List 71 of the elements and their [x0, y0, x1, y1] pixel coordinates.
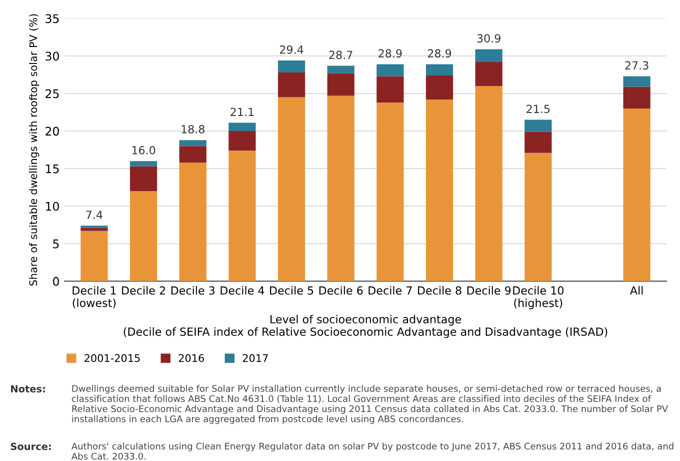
bar [278, 97, 306, 282]
total-label: 27.3 [625, 61, 648, 70]
legend-label: 2001-2015 [84, 354, 140, 362]
x-tick-label: Decile 7 [368, 286, 412, 295]
bar [426, 76, 454, 100]
bar [623, 86, 650, 109]
bar [426, 100, 454, 282]
text: Notes: [11, 385, 45, 392]
x-tick-label: Decile 5 [270, 286, 314, 295]
bar [130, 166, 158, 192]
total-label: 21.5 [526, 104, 550, 114]
y-tick-label: 10 [46, 202, 59, 211]
total-label: 21.1 [230, 108, 254, 116]
bar [623, 108, 650, 282]
bar [130, 191, 158, 282]
y-tick-label: 20 [46, 126, 59, 136]
bar [376, 102, 404, 282]
y-tick-label: 5 [53, 240, 59, 248]
text: Dwellings deemed suitable for Solar PV installation currently include separate houses, or semi-detached row or terraced houses, a classification that follows ABS Cat.No 4631.0 (Table 11). Local Government Areas are classified into deciles of the SEIFA Index of Relative Socio-Economic Advantage and Disadvantage using 2011 Census data collated in Abs Cat. 2033.0. The number of Solar PV installations in each LGA are aggregated from postcode level using ABS concordances. [72, 384, 668, 424]
x-tick-label: Decile 9 [467, 286, 511, 295]
bar [376, 64, 404, 76]
bar [623, 76, 650, 87]
x-tick-label: Decile 1 (lowest) [72, 286, 116, 308]
total-label: 28.7 [329, 50, 352, 60]
y-axis-title: Share of suitable dwellings with rooftop solar PV (%) [29, 14, 40, 286]
bar [376, 76, 404, 103]
total-label: 29.4 [280, 45, 304, 54]
legend-label: 2016 [178, 354, 204, 362]
total-label: 28.9 [428, 49, 452, 58]
bar [475, 86, 502, 282]
y-tick-label: 30 [46, 52, 59, 61]
total-label: 18.8 [182, 125, 204, 134]
x-tick-label: Decile 8 [418, 286, 462, 295]
bar [327, 96, 354, 282]
bar [228, 131, 256, 151]
x-tick-label: Decile 4 [220, 286, 264, 295]
total-label: 28.9 [378, 49, 402, 58]
bar [475, 49, 502, 62]
x-axis-title: Level of socioeconomic advantage (Decile of SEIFA index of Relative Socioeconomic Advantage and Disadvantage (IRSAD) [124, 314, 608, 338]
bar [278, 72, 306, 98]
bar [179, 162, 206, 282]
total-label: 16.0 [132, 146, 156, 154]
bar [524, 152, 552, 282]
bar [475, 62, 502, 86]
total-label: 30.9 [477, 34, 500, 43]
legend-label: 2017 [242, 354, 268, 362]
x-tick-label: Decile 3 [171, 286, 215, 295]
source-note: Source: [10, 442, 51, 450]
bar [179, 140, 206, 146]
bar [80, 228, 108, 231]
y-tick-label: 0 [53, 276, 59, 286]
bar [80, 230, 108, 282]
bar [426, 64, 454, 76]
bar [327, 66, 354, 74]
bar [179, 146, 206, 163]
bar [278, 60, 306, 72]
x-tick-label: Decile 2 [122, 286, 165, 295]
bar [228, 150, 256, 282]
y-tick-label: 25 [46, 89, 59, 98]
x-tick-label: All [630, 286, 643, 295]
bar [524, 132, 552, 153]
bar [228, 122, 256, 132]
y-tick-label: 35 [46, 14, 59, 24]
bar [130, 161, 158, 166]
bar [524, 120, 552, 132]
bar [327, 73, 354, 96]
x-tick-label: Decile 6 [319, 286, 363, 295]
total-label: 7.4 [86, 210, 102, 219]
y-tick-label: 15 [46, 164, 59, 174]
text: Authors' calculations using Clean Energy Regulator data on solar PV by postcode to June 2017, ABS Census 2011 and 2016 data, and Abs Cat. 2033.0. [71, 442, 674, 460]
x-tick-label: Decile 10 (highest) [513, 286, 564, 310]
